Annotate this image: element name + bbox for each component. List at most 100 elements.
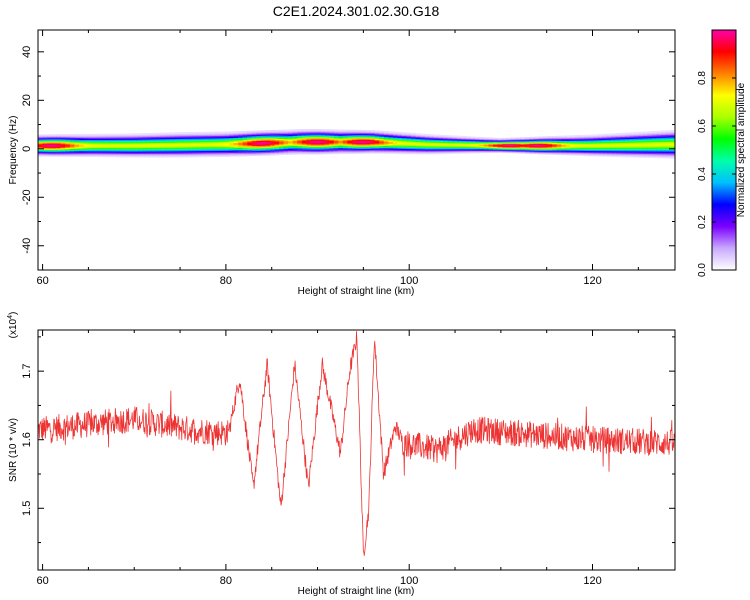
heatmap-cell (315, 143, 321, 146)
heatmap-cell (233, 144, 239, 147)
heatmap-cell (147, 144, 153, 147)
heatmap-cell (47, 145, 53, 147)
heatmap-cell (92, 155, 98, 158)
heatmap-cell (552, 146, 558, 149)
heatmap-cell (647, 133, 653, 136)
heatmap-cell (383, 135, 389, 138)
heatmap-cell (101, 144, 107, 146)
heatmap-cell (42, 146, 48, 148)
heatmap-cell (147, 150, 153, 153)
heatmap-cell (288, 134, 294, 137)
heatmap-cell (247, 141, 253, 144)
heatmap-cell (297, 134, 303, 136)
heatmap-cell (60, 146, 66, 148)
heatmap-cell (251, 133, 257, 135)
heatmap-cell (160, 155, 166, 158)
heatmap-cell (588, 135, 594, 138)
heatmap-cell (279, 138, 285, 141)
heatmap-cell (565, 147, 571, 149)
heatmap-cell (652, 153, 658, 156)
heatmap-cell (602, 137, 608, 139)
heatmap-cell (483, 144, 490, 147)
heatmap-cell (506, 142, 512, 144)
heatmap-cell (156, 153, 162, 156)
heatmap-cell (160, 135, 166, 137)
heatmap-cell (456, 148, 462, 151)
heatmap-cell (579, 134, 585, 137)
heatmap-cell (661, 153, 667, 156)
heatmap-cell (415, 143, 421, 146)
heatmap-cell (292, 151, 298, 154)
heatmap-cell (233, 138, 239, 141)
heatmap-cell (151, 138, 157, 141)
heatmap-cell (565, 149, 571, 152)
heatmap-cell (392, 149, 399, 151)
heatmap-cell (438, 144, 444, 146)
heatmap-cell (138, 141, 144, 144)
heatmap-cell (251, 138, 257, 140)
heatmap-cell (106, 137, 112, 139)
heatmap-cell (270, 130, 276, 132)
heatmap-cell (520, 146, 526, 149)
heatmap-cell (333, 137, 339, 140)
heatmap-cell (665, 152, 672, 155)
heatmap-cell (188, 149, 194, 152)
heatmap-cell (324, 147, 330, 150)
heatmap-cell (420, 147, 426, 150)
heatmap-cell (670, 141, 675, 144)
heatmap-cell (197, 152, 203, 155)
heatmap-cell (88, 154, 94, 156)
heatmap-cell (279, 134, 285, 137)
heatmap-cell (270, 153, 276, 156)
heatmap-cell (584, 147, 590, 149)
heatmap-cell (397, 135, 403, 137)
heatmap-cell (533, 142, 540, 145)
heatmap-cell (210, 149, 217, 151)
heatmap-cell (201, 136, 207, 139)
heatmap-cell (56, 139, 62, 142)
heatmap-cell (133, 155, 139, 158)
heatmap-cell (470, 137, 476, 139)
heatmap-cell (206, 151, 212, 154)
heatmap-cell (119, 142, 126, 145)
heatmap-cell (169, 153, 176, 156)
heatmap-cell (338, 136, 344, 139)
heatmap-cell (260, 140, 267, 143)
heatmap-cell (388, 146, 394, 149)
heatmap-cell (151, 148, 157, 151)
heatmap-cell (438, 148, 444, 151)
heatmap-cell (524, 137, 530, 139)
heatmap-cell (301, 152, 308, 155)
heatmap-cell (488, 144, 494, 146)
heatmap-cell (265, 143, 271, 146)
heatmap-cell (584, 138, 590, 141)
heatmap-cell (497, 138, 503, 140)
heatmap-cell (147, 134, 153, 136)
heatmap-cell (497, 147, 503, 149)
heatmap-cell (179, 137, 185, 139)
heatmap-cell (160, 138, 166, 141)
heatmap-cell (119, 139, 126, 142)
heatmap-cell (197, 134, 203, 137)
heatmap-cell (197, 139, 203, 142)
heatmap-cell (597, 151, 603, 154)
heatmap-cell (561, 153, 567, 156)
spectrogram-ytick-label: 20 (21, 94, 33, 106)
heatmap-cell (206, 135, 212, 138)
heatmap-cell (543, 144, 549, 146)
heatmap-cell (106, 133, 112, 136)
heatmap-cell (51, 136, 57, 139)
heatmap-cell (133, 154, 139, 157)
heatmap-cell (110, 155, 116, 158)
heatmap-cell (65, 138, 71, 141)
heatmap-cell (69, 136, 75, 139)
heatmap-cell (370, 132, 376, 135)
heatmap-cell (251, 149, 257, 152)
heatmap-cell (183, 151, 189, 154)
heatmap-cell (179, 132, 185, 134)
heatmap-cell (584, 137, 590, 140)
heatmap-cell (251, 139, 257, 142)
heatmap-cell (174, 143, 180, 146)
heatmap-cell (197, 155, 203, 158)
heatmap-cell (324, 145, 330, 147)
